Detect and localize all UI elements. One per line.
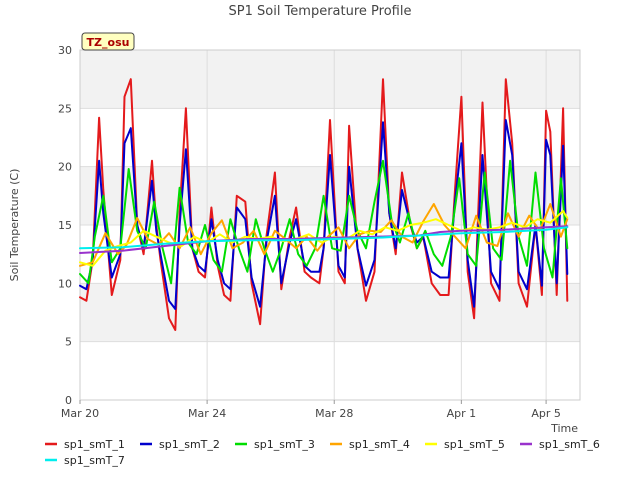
x-tick-label: Mar 28	[315, 407, 353, 420]
series-layer	[79, 78, 569, 331]
series-line-sp1_smT_7	[79, 226, 569, 250]
series-line-sp1_smT_3	[79, 159, 569, 285]
y-tick-label: 15	[58, 219, 72, 232]
x-axis-label: Time	[550, 422, 578, 435]
y-tick-label: 30	[58, 44, 72, 57]
legend-label: sp1_smT_7	[64, 454, 125, 467]
grid-band	[80, 283, 580, 342]
x-tick-label: Mar 24	[188, 407, 226, 420]
series-line-sp1_smT_4	[79, 203, 569, 267]
tz-tag-label: TZ_osu	[87, 36, 130, 49]
legend-item-sp1_smT_7: sp1_smT_7	[45, 454, 125, 467]
legend-label: sp1_smT_5	[444, 438, 505, 451]
legend-label: sp1_smT_4	[349, 438, 410, 451]
legend-label: sp1_smT_1	[64, 438, 125, 451]
legend-item-sp1_smT_3: sp1_smT_3	[235, 438, 315, 451]
legend-label: sp1_smT_3	[254, 438, 315, 451]
y-tick-label: 5	[65, 336, 72, 349]
legend-item-sp1_smT_5: sp1_smT_5	[425, 438, 505, 451]
x-tick-label: Apr 5	[531, 407, 561, 420]
legend: sp1_smT_1 sp1_smT_2 sp1_smT_3 sp1_smT_4 sp1_…	[45, 438, 600, 467]
plot-border	[79, 49, 581, 401]
series-line-sp1_smT_2	[79, 119, 569, 310]
y-tick-label: 25	[58, 102, 72, 115]
plot-area	[79, 49, 581, 401]
tz-tag: TZ_osu	[81, 32, 135, 51]
legend-item-sp1_smT_1: sp1_smT_1	[45, 438, 125, 451]
y-tick-label: 10	[58, 277, 72, 290]
chart-title: SP1 Soil Temperature Profile	[229, 4, 412, 19]
x-tick-label: Apr 1	[447, 407, 477, 420]
legend-item-sp1_smT_2: sp1_smT_2	[140, 438, 220, 451]
x-tick-label: Mar 20	[61, 407, 99, 420]
legend-label: sp1_smT_2	[159, 438, 220, 451]
series-line-sp1_smT_6	[79, 225, 569, 254]
legend-label: sp1_smT_6	[539, 438, 600, 451]
y-tick-label: 20	[58, 161, 72, 174]
grid-band	[80, 50, 580, 109]
tz-tag-box	[81, 32, 135, 51]
legend-item-sp1_smT_6: sp1_smT_6	[520, 438, 600, 451]
x-axis-ticks: Mar 20 Mar 24 Mar 28 Apr 1 Apr 5	[61, 400, 561, 420]
grid-band	[80, 166, 580, 225]
y-axis-label: Soil Temperature (C)	[8, 169, 21, 282]
y-axis-ticks: 0 5 10 15 20 25 30	[58, 44, 72, 407]
legend-item-sp1_smT_4: sp1_smT_4	[330, 438, 410, 451]
y-tick-label: 0	[65, 394, 72, 407]
